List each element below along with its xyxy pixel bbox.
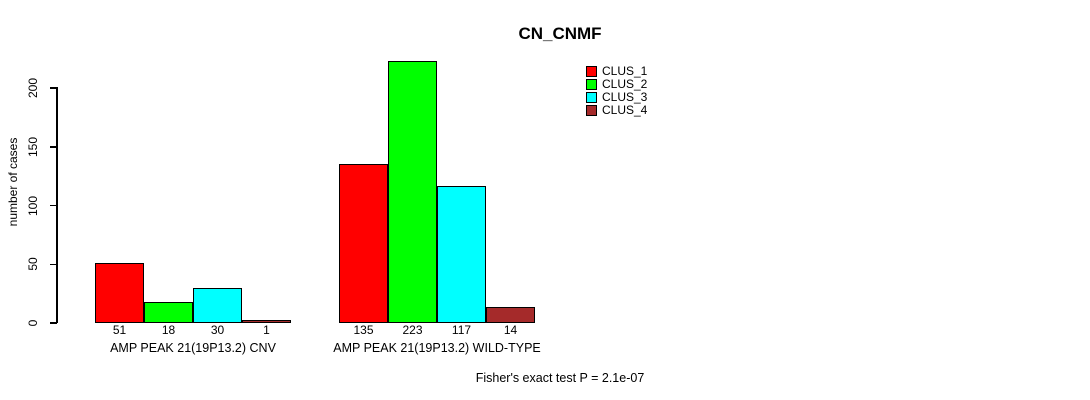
y-tick-label-150: 150	[26, 136, 40, 157]
legend-swatch-clus_4	[586, 105, 597, 117]
y-tick-mark-150	[50, 146, 57, 148]
legend-label-clus_1: CLUS_1	[602, 63, 648, 78]
legend-item-clus_4: CLUS_4	[586, 103, 648, 118]
y-axis-line	[56, 87, 58, 323]
bar-clus_4-group2	[486, 307, 535, 323]
bar-value-label-clus_4-group2: 14	[503, 323, 518, 337]
legend-item-clus_3: CLUS_3	[586, 90, 648, 105]
legend-swatch-clus_1	[586, 65, 597, 77]
y-tick-label-200: 200	[26, 77, 40, 99]
legend-item-clus_2: CLUS_2	[586, 78, 647, 90]
legend-swatch-clus_3	[586, 92, 597, 104]
y-tick-label-100: 100	[26, 195, 40, 216]
group-label-1: AMP PEAK 21(19P13.2) CNV	[110, 341, 276, 355]
bar-clus_2-group1	[144, 302, 193, 323]
bar-value-label-clus_2-group1: 18	[161, 323, 176, 337]
legend-item-clus_1: CLUS_1	[586, 65, 647, 77]
bar-clus_1-group2	[339, 164, 388, 323]
legend-label-clus_4: CLUS_4	[602, 103, 648, 118]
bar-value-label-clus_4-group1: 1	[263, 323, 270, 337]
y-tick-mark-50	[50, 263, 57, 265]
chart-title: CN_CNMF	[518, 24, 602, 43]
y-tick-label-50: 50	[26, 257, 40, 271]
bar-clus_3-group1	[193, 288, 242, 323]
bar-value-label-clus_3-group1: 30	[210, 323, 225, 337]
y-tick-mark-200	[50, 87, 57, 89]
group-label-2: AMP PEAK 21(19P13.2) WILD-TYPE	[333, 341, 541, 355]
y-tick-mark-0	[50, 322, 57, 324]
bar-value-label-clus_3-group2: 117	[451, 323, 472, 337]
bar-clus_2-group2	[388, 61, 437, 323]
bar-value-label-clus_2-group2: 223	[402, 323, 423, 337]
fisher-test-annotation: Fisher's exact test P = 2.1e-07	[475, 371, 645, 385]
bar-value-label-clus_1-group2: 135	[353, 323, 374, 337]
bar-clus_4-group1	[242, 320, 291, 323]
legend-swatch-clus_2	[586, 78, 597, 90]
bar-clus_1-group1	[95, 263, 144, 323]
y-tick-mark-100	[50, 204, 57, 207]
legend-label-clus_3: CLUS_3	[602, 90, 648, 105]
legend-label-clus_2: CLUS_2	[602, 76, 648, 91]
bar-clus_3-group2	[437, 186, 486, 323]
y-axis-label: number of cases	[6, 137, 20, 227]
bar-value-label-clus_1-group1: 51	[112, 323, 127, 337]
y-tick-label-0: 0	[26, 319, 40, 327]
